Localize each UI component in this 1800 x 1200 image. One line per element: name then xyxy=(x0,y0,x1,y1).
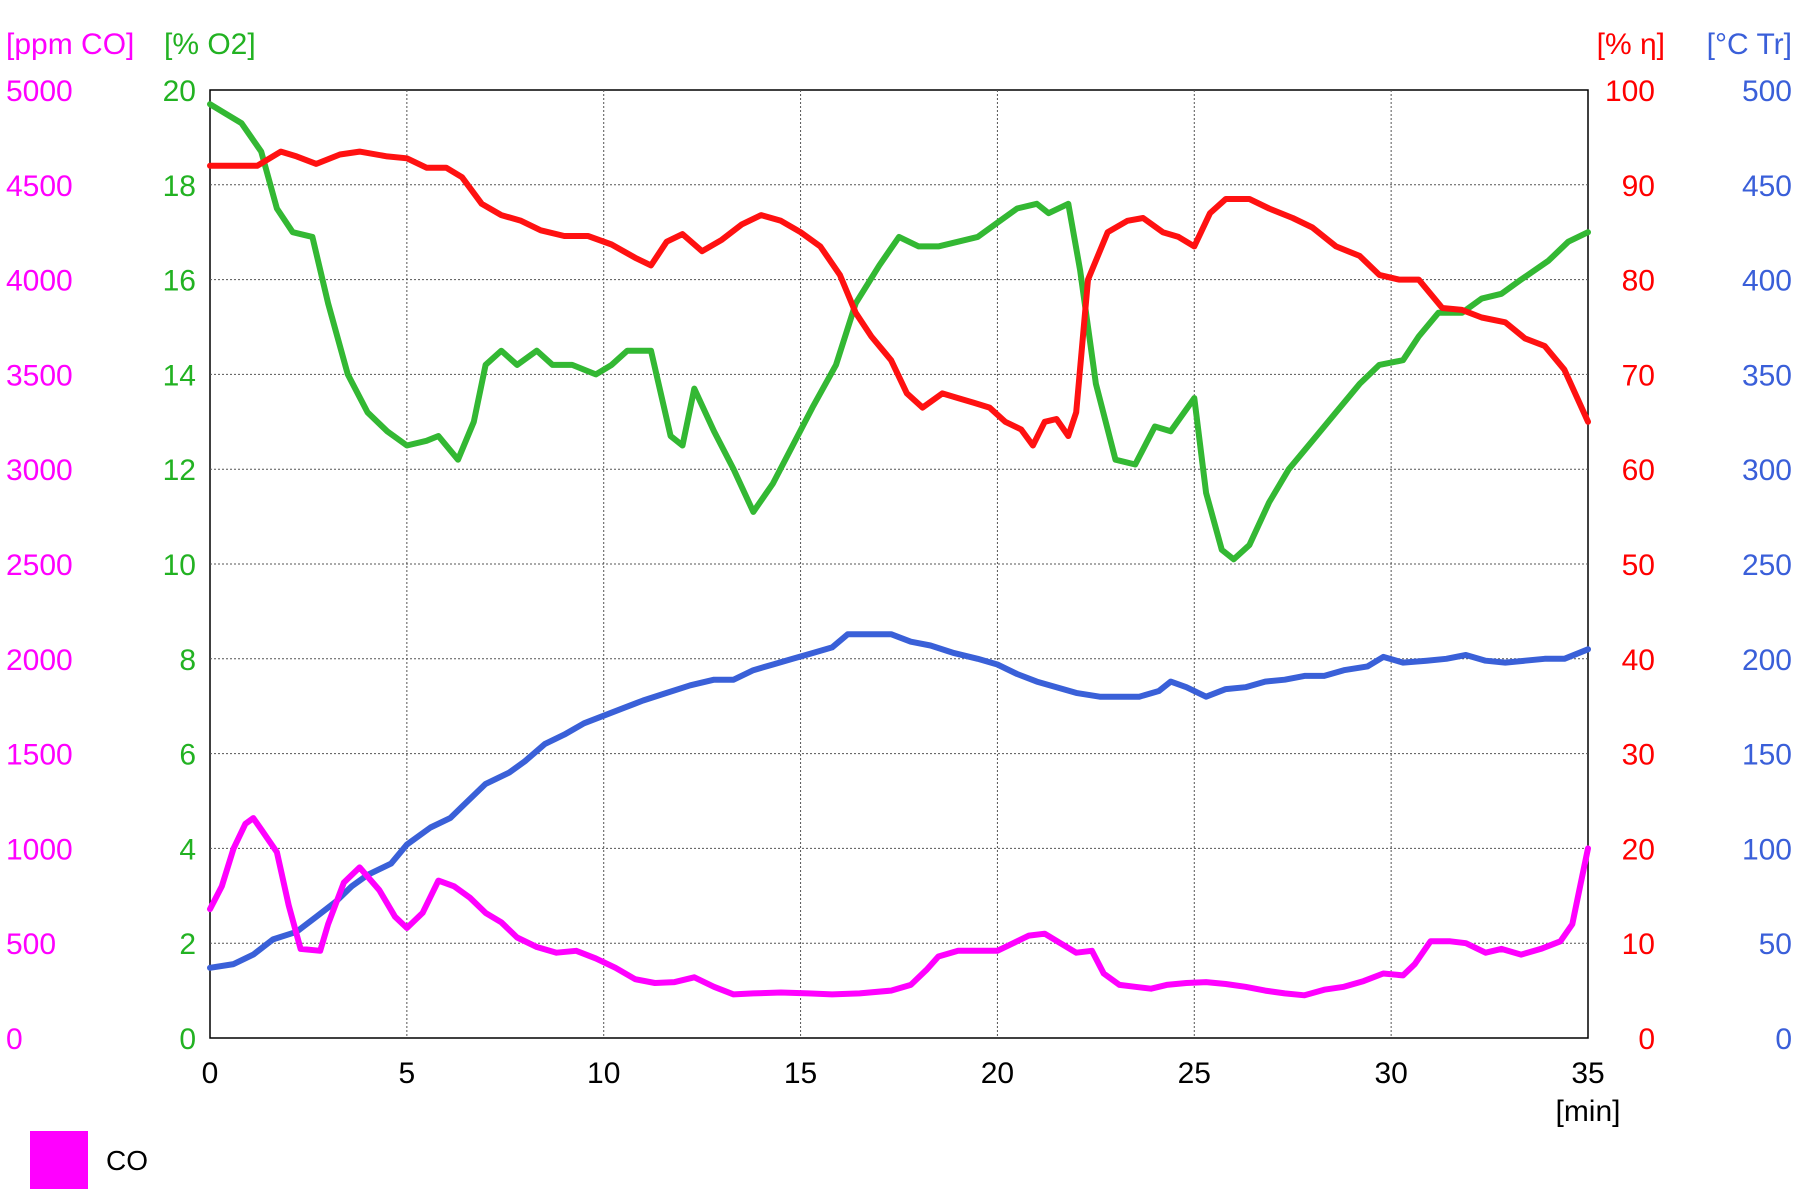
y-tick-label-o2: 20 xyxy=(163,75,196,108)
y-tick-label-co: 3000 xyxy=(6,454,73,487)
series-line-tr xyxy=(207,631,1591,971)
y-tick-label-o2: 2 xyxy=(179,928,196,961)
y-tick-label-co: 4500 xyxy=(6,170,73,203)
y-tick-label-co: 5000 xyxy=(6,75,73,108)
legend-swatch xyxy=(30,1131,88,1189)
y-tick-label-eta: 100 xyxy=(1605,75,1655,108)
y-tick-label-eta: 0 xyxy=(1638,1023,1655,1056)
y-tick-label-tr: 100 xyxy=(1742,833,1792,866)
y-tick-label-o2: 4 xyxy=(179,833,196,866)
y-tick-label-eta: 20 xyxy=(1622,833,1655,866)
y-tick-label-eta: 80 xyxy=(1622,265,1655,298)
x-tick-labels: 0 5 10 15 20 25 30 35 xyxy=(202,1057,1605,1090)
x-tick-label: 5 xyxy=(399,1057,416,1090)
y-tick-label-eta: 90 xyxy=(1622,170,1655,203)
y-tick-label-o2: 10 xyxy=(163,549,196,582)
y-tick-label-eta: 30 xyxy=(1622,739,1655,772)
y-tick-label-o2: 0 xyxy=(179,1023,196,1056)
y-tick-labels: 0500100015002000250030003500400045005000… xyxy=(6,75,1792,1056)
y-tick-label-o2: 8 xyxy=(179,644,196,677)
x-tick-label: 10 xyxy=(587,1057,620,1090)
y-tick-label-tr: 0 xyxy=(1775,1023,1792,1056)
y-tick-label-tr: 50 xyxy=(1759,928,1792,961)
x-tick-label: 0 xyxy=(202,1057,219,1090)
legend-label: CO xyxy=(106,1145,148,1176)
y-tick-label-o2: 14 xyxy=(163,359,196,392)
y-tick-label-o2: 6 xyxy=(179,739,196,772)
x-tick-label: 15 xyxy=(784,1057,817,1090)
x-tick-label: 20 xyxy=(981,1057,1014,1090)
y-tick-label-co: 3500 xyxy=(6,359,73,392)
y-tick-label-o2: 16 xyxy=(163,265,196,298)
y-axis-label-co: [ppm CO] xyxy=(6,28,134,61)
axis-titles: [min] [ppm CO] [% O2] [% η] [°C Tr] xyxy=(6,28,1792,1128)
x-axis-label: [min] xyxy=(1555,1095,1620,1128)
y-tick-label-tr: 250 xyxy=(1742,549,1792,582)
y-tick-label-o2: 12 xyxy=(163,454,196,487)
y-tick-label-tr: 400 xyxy=(1742,265,1792,298)
y-tick-label-co: 1000 xyxy=(6,833,73,866)
y-tick-label-eta: 10 xyxy=(1622,928,1655,961)
y-tick-label-tr: 150 xyxy=(1742,739,1792,772)
series-line-o2 xyxy=(207,101,1591,563)
y-axis-label-eta: [% η] xyxy=(1597,28,1665,61)
y-tick-label-tr: 500 xyxy=(1742,75,1792,108)
x-tick-label: 35 xyxy=(1571,1057,1604,1090)
y-axis-label-o2: [% O2] xyxy=(164,28,256,61)
y-tick-label-tr: 300 xyxy=(1742,454,1792,487)
y-tick-label-eta: 60 xyxy=(1622,454,1655,487)
y-tick-label-eta: 70 xyxy=(1622,359,1655,392)
y-tick-label-co: 500 xyxy=(6,928,56,961)
x-tick-label: 30 xyxy=(1374,1057,1407,1090)
y-axis-label-tr: [°C Tr] xyxy=(1707,28,1792,61)
y-tick-label-tr: 200 xyxy=(1742,644,1792,677)
y-tick-label-o2: 18 xyxy=(163,170,196,203)
y-tick-label-tr: 350 xyxy=(1742,359,1792,392)
y-tick-label-co: 2500 xyxy=(6,549,73,582)
y-tick-label-co: 2000 xyxy=(6,644,73,677)
y-tick-label-co: 0 xyxy=(6,1023,23,1056)
series-line-co xyxy=(207,815,1591,999)
y-tick-label-eta: 50 xyxy=(1622,549,1655,582)
series-line-eta xyxy=(207,148,1591,449)
y-tick-label-co: 1500 xyxy=(6,739,73,772)
x-tick-label: 25 xyxy=(1178,1057,1211,1090)
y-tick-label-tr: 450 xyxy=(1742,170,1792,203)
legend: CO xyxy=(30,1131,148,1189)
series-lines xyxy=(207,101,1591,999)
y-tick-label-co: 4000 xyxy=(6,265,73,298)
y-tick-label-eta: 40 xyxy=(1622,644,1655,677)
